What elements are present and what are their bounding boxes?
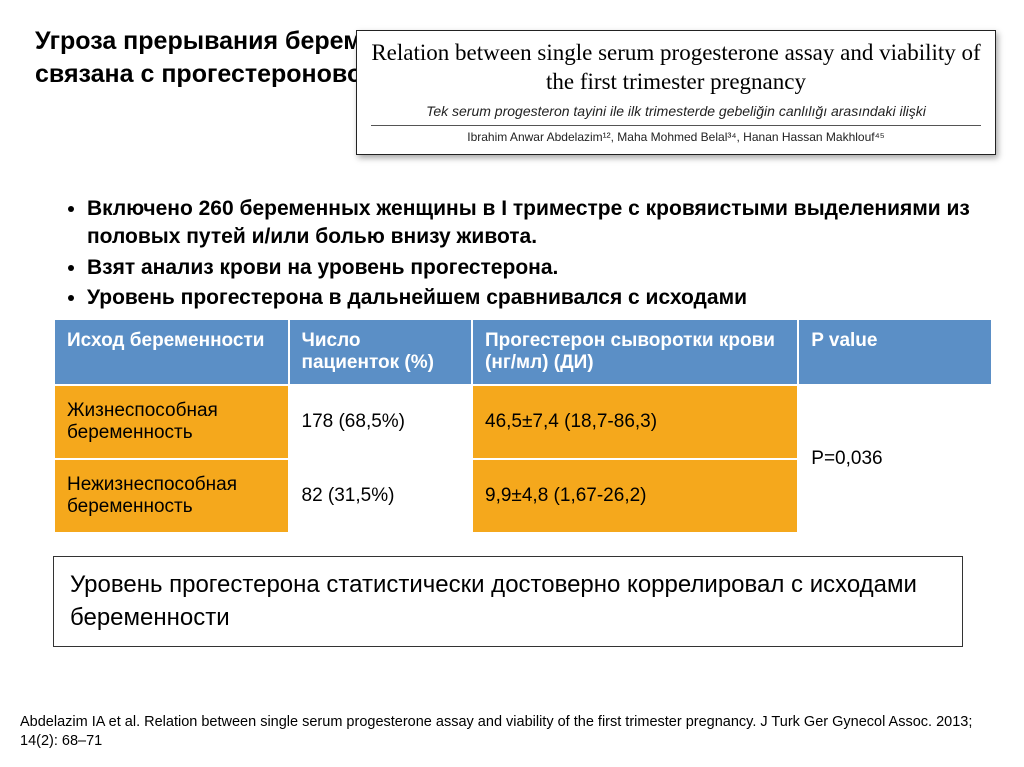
citation-inset: Relation between single serum progestero…: [356, 30, 996, 155]
table-row: Жизнеспособная беременность 178 (68,5%) …: [54, 385, 992, 459]
inset-title: Relation between single serum progestero…: [371, 39, 981, 97]
cell-patients: 178 (68,5%): [289, 385, 473, 459]
cell-pvalue: P=0,036: [798, 385, 992, 533]
conclusion-box: Уровень прогестерона статистически досто…: [53, 556, 963, 647]
table-header-row: Исход беременности Число пациенток (%) П…: [54, 319, 992, 385]
inset-subtitle: Tek serum progesteron tayini ile ilk tri…: [371, 103, 981, 119]
cell-outcome: Жизнеспособная беременность: [54, 385, 289, 459]
cell-progesterone: 9,9±4,8 (1,67-26,2): [472, 459, 798, 533]
cell-patients: 82 (31,5%): [289, 459, 473, 533]
cell-outcome: Нежизнеспособная беременность: [54, 459, 289, 533]
inset-authors: Ibrahim Anwar Abdelazim¹², Maha Mohmed B…: [371, 125, 981, 144]
slide: Угроза прерывания беременности часто свя…: [0, 0, 1024, 767]
header-patients: Число пациенток (%): [289, 319, 473, 385]
cell-progesterone: 46,5±7,4 (18,7-86,3): [472, 385, 798, 459]
header-progesterone: Прогестерон сыворотки крови (нг/мл) (ДИ): [472, 319, 798, 385]
header-pvalue: P value: [798, 319, 992, 385]
footer-citation: Abdelazim IA et al. Relation between sin…: [20, 713, 1004, 751]
bullet-item: Включено 260 беременных женщины в I трим…: [87, 195, 989, 252]
header-outcome: Исход беременности: [54, 319, 289, 385]
bullet-item: Взят анализ крови на уровень прогестерон…: [87, 254, 989, 282]
bullet-list: Включено 260 беременных женщины в I трим…: [35, 195, 989, 312]
results-table: Исход беременности Число пациенток (%) П…: [53, 318, 993, 534]
bullet-item: Уровень прогестерона в дальнейшем сравни…: [87, 284, 989, 312]
